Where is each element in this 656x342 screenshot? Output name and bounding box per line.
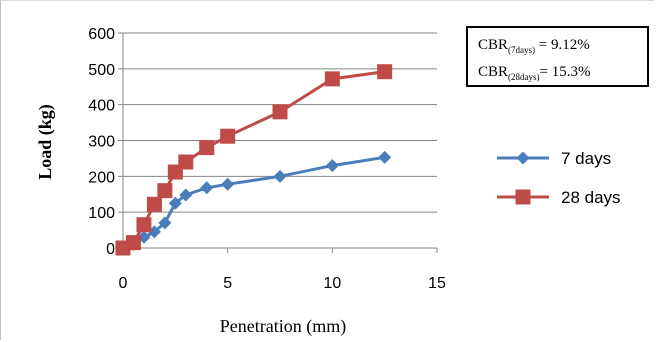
cbr-7days-prefix: CBR <box>478 37 509 53</box>
series-1 <box>115 64 393 256</box>
series-group <box>115 64 393 256</box>
cbr-7days-value: = 9.12% <box>535 37 590 53</box>
y-tick-labels: 0 100 200 300 400 500 600 <box>88 26 115 258</box>
series-1-point-6 <box>178 154 194 170</box>
cbr-28days-sub: (28days) <box>508 72 540 82</box>
y-tick-label-0: 0 <box>106 241 115 258</box>
legend-label-0: 7 days <box>561 149 611 168</box>
cbr-7days-sub: (7days) <box>508 45 536 55</box>
cbr-28days-prefix: CBR <box>478 64 509 80</box>
series-1-point-8 <box>220 128 236 144</box>
x-tick-label-10: 10 <box>323 275 341 292</box>
series-0-point-4 <box>158 216 172 230</box>
y-tick-label-100: 100 <box>88 205 115 222</box>
cbr-28days-value: = 15.3% <box>539 64 591 80</box>
y-tick-label-500: 500 <box>88 62 115 79</box>
series-1-point-3 <box>146 196 162 212</box>
series-1-point-9 <box>272 104 288 120</box>
axes <box>118 32 438 253</box>
x-tick-label-5: 5 <box>223 275 232 292</box>
cbr-7days-line: CBR(7days) = 9.12% <box>478 34 647 61</box>
x-tick-label-0: 0 <box>119 275 128 292</box>
series-0-point-5 <box>168 196 182 210</box>
series-0-point-6 <box>179 188 193 202</box>
y-tick-label-600: 600 <box>88 26 115 43</box>
legend-marker-1 <box>515 189 531 205</box>
series-0-point-11 <box>378 150 392 164</box>
series-1-point-7 <box>199 140 215 156</box>
series-1-point-11 <box>377 64 393 80</box>
series-1-point-2 <box>136 217 152 233</box>
y-tick-label-300: 300 <box>88 134 115 151</box>
y-axis-label: Load (kg) <box>35 104 56 180</box>
series-1-point-1 <box>125 235 141 251</box>
legend-marker-0 <box>516 151 530 165</box>
series-0-point-10 <box>325 159 339 173</box>
series-1-point-10 <box>324 71 340 87</box>
series-0-point-8 <box>221 177 235 191</box>
legend-label-1: 28 days <box>561 188 621 207</box>
series-line-0 <box>122 155 385 250</box>
x-tick-label-15: 15 <box>428 275 446 292</box>
series-0-point-7 <box>200 181 214 195</box>
x-tick-labels: 0 5 10 15 <box>119 275 446 292</box>
legend: 7 days 28 days <box>497 149 621 207</box>
x-axis-label: Penetration (mm) <box>220 316 346 337</box>
cbr-annotation-box: CBR(7days) = 9.12% CBR(28days)= 15.3% <box>466 26 649 87</box>
y-tick-label-400: 400 <box>88 98 115 115</box>
cbr-28days-line: CBR(28days)= 15.3% <box>478 61 647 88</box>
series-0-point-9 <box>273 169 287 183</box>
y-tick-label-200: 200 <box>88 169 115 186</box>
series-1-point-4 <box>157 183 173 199</box>
